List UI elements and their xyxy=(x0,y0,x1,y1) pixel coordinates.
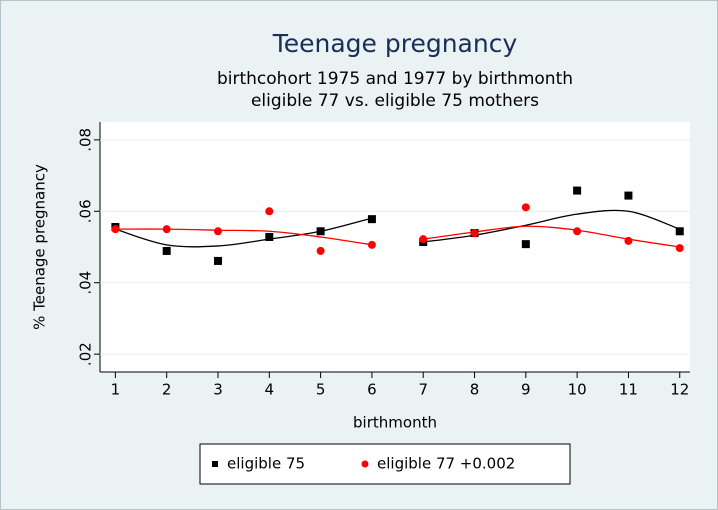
marker xyxy=(265,207,274,216)
subtitle: birthcohort 1975 and 1977 by birthmonth xyxy=(217,69,573,89)
marker xyxy=(316,227,325,236)
fit-line xyxy=(115,228,373,246)
fit-line xyxy=(115,217,373,248)
legend xyxy=(199,443,571,485)
fit-line xyxy=(423,225,680,248)
marker xyxy=(624,236,633,245)
marker xyxy=(419,235,428,244)
legend-label: eligible 75 xyxy=(227,455,305,473)
x-tick-label: 7 xyxy=(418,381,428,399)
legend-marker xyxy=(361,460,369,468)
y-axis-label: % Teenage pregnancy xyxy=(31,164,49,330)
y-tick-label: .04 xyxy=(77,271,95,295)
marker xyxy=(573,227,582,236)
marker xyxy=(162,246,171,255)
x-tick-label: 10 xyxy=(568,381,587,399)
marker xyxy=(367,240,376,249)
x-tick-label: 12 xyxy=(670,381,689,399)
marker xyxy=(521,203,530,212)
legend-marker xyxy=(212,461,218,467)
y-tick-label: .08 xyxy=(77,128,95,152)
x-tick-label: 8 xyxy=(470,381,480,399)
marker xyxy=(675,244,684,253)
marker xyxy=(265,233,274,241)
marker xyxy=(675,227,684,236)
marker xyxy=(214,256,222,265)
x-tick-label: 3 xyxy=(213,381,223,399)
marker xyxy=(624,191,633,200)
y-tick-label: .06 xyxy=(77,199,95,223)
marker xyxy=(521,240,530,249)
marker xyxy=(470,229,479,238)
x-tick-label: 2 xyxy=(162,381,172,399)
marker xyxy=(111,225,120,234)
marker xyxy=(573,186,582,195)
x-tick-label: 4 xyxy=(265,381,275,399)
marker xyxy=(367,215,376,224)
marker xyxy=(214,227,222,236)
subtitle: eligible 77 vs. eligible 75 mothers xyxy=(251,91,539,111)
fit-line xyxy=(423,209,680,243)
x-axis-label: birthmonth xyxy=(353,414,437,432)
chart-title: Teenage pregnancy xyxy=(272,29,518,58)
x-tick-label: 1 xyxy=(111,381,121,399)
marker xyxy=(162,225,171,234)
x-tick-label: 5 xyxy=(316,381,326,399)
x-tick-label: 6 xyxy=(367,381,377,399)
marker xyxy=(316,246,325,255)
x-tick-label: 11 xyxy=(619,381,638,399)
legend-label: eligible 77 +0.002 xyxy=(377,455,515,473)
x-tick-label: 9 xyxy=(521,381,531,399)
y-tick-label: .02 xyxy=(77,342,95,366)
